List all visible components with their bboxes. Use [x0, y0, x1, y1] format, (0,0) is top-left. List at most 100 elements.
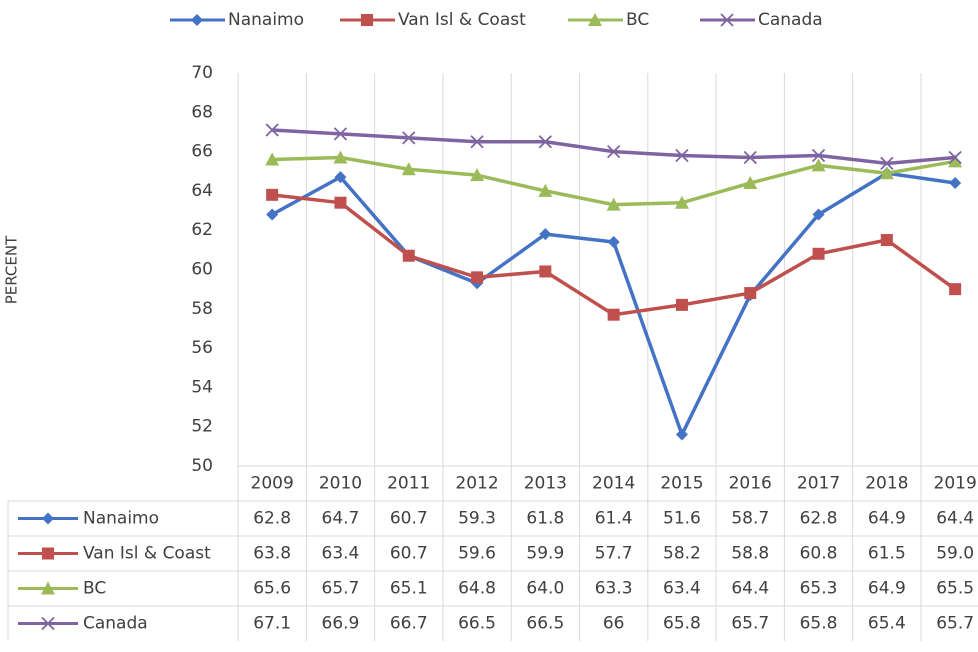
- table-value: 65.1: [390, 579, 428, 599]
- marker: [402, 249, 415, 262]
- table-value: 64.4: [731, 579, 769, 599]
- table-value: 59.6: [458, 544, 496, 564]
- table-value: 62.8: [253, 509, 291, 529]
- table-series-name: BC: [83, 579, 106, 599]
- table-series-name: Nanaimo: [83, 509, 159, 529]
- x-tick-label: 2018: [865, 474, 908, 494]
- x-tick-label: 2017: [797, 474, 840, 494]
- table-value: 65.7: [322, 579, 360, 599]
- table-value: 67.1: [253, 614, 291, 634]
- y-tick-label: 66: [191, 142, 213, 162]
- marker: [265, 152, 280, 166]
- x-tick-label: 2011: [387, 474, 430, 494]
- x-tick-label: 2012: [455, 474, 498, 494]
- marker: [538, 183, 553, 197]
- table-value: 65.4: [868, 614, 906, 634]
- table-value: 58.8: [731, 544, 769, 564]
- table-value: 64.4: [936, 509, 974, 529]
- marker: [948, 154, 963, 168]
- marker: [812, 208, 825, 221]
- table-value: 59.3: [458, 509, 496, 529]
- table-value: 64.8: [458, 579, 496, 599]
- legend-label: BC: [626, 10, 649, 30]
- marker: [607, 144, 621, 159]
- marker: [266, 208, 279, 221]
- marker: [880, 156, 894, 171]
- marker: [42, 547, 54, 560]
- table-value: 66.5: [458, 614, 496, 634]
- table-value: 64.7: [322, 509, 360, 529]
- marker: [333, 150, 348, 164]
- table-value: 63.4: [322, 544, 360, 564]
- marker: [191, 14, 203, 26]
- y-tick-label: 54: [191, 377, 213, 397]
- marker: [334, 171, 347, 184]
- legend-label: Van Isl & Coast: [398, 10, 526, 30]
- marker: [401, 162, 416, 176]
- table-value: 60.7: [390, 509, 428, 529]
- table-value: 63.3: [595, 579, 633, 599]
- marker: [265, 123, 279, 137]
- x-tick-label: 2015: [660, 474, 703, 494]
- table-value: 58.2: [663, 544, 701, 564]
- table-value: 65.6: [253, 579, 291, 599]
- table-value: 59.9: [526, 544, 564, 564]
- table-value: 64.0: [526, 579, 564, 599]
- y-tick-label: 70: [191, 63, 213, 83]
- table-value: 63.4: [663, 579, 701, 599]
- table-value: 61.5: [868, 544, 906, 564]
- marker: [675, 428, 688, 441]
- marker: [41, 581, 55, 595]
- marker: [539, 265, 552, 278]
- y-tick-label: 52: [191, 417, 213, 437]
- x-tick-label: 2019: [934, 474, 977, 494]
- marker: [588, 13, 602, 26]
- marker: [811, 148, 826, 163]
- table-value: 59.0: [936, 544, 974, 564]
- marker: [41, 616, 55, 631]
- table-value: 66.5: [526, 614, 564, 634]
- y-tick-label: 60: [191, 260, 213, 280]
- y-tick-label: 56: [191, 338, 213, 358]
- x-tick-label: 2009: [251, 474, 294, 494]
- table-value: 63.8: [253, 544, 291, 564]
- y-tick-label: 64: [191, 181, 213, 201]
- marker: [812, 247, 825, 260]
- marker: [948, 150, 962, 165]
- y-tick-label: 58: [191, 299, 213, 319]
- marker: [744, 287, 757, 300]
- marker: [743, 150, 757, 165]
- x-tick-label: 2010: [319, 474, 362, 494]
- y-tick-label: 68: [191, 102, 213, 122]
- y-axis-title: PERCENT: [3, 235, 21, 304]
- table-value: 60.8: [800, 544, 838, 564]
- marker: [607, 308, 620, 321]
- marker: [402, 131, 416, 145]
- table-value: 61.8: [526, 509, 564, 529]
- marker: [879, 166, 894, 180]
- marker: [674, 195, 689, 209]
- marker: [539, 228, 552, 241]
- table-value: 65.7: [936, 614, 974, 634]
- marker: [811, 158, 826, 172]
- table-value: 65.8: [663, 614, 701, 634]
- legend-label: Nanaimo: [228, 10, 304, 30]
- marker: [675, 148, 689, 163]
- table-value: 51.6: [663, 509, 701, 529]
- table-value: 65.7: [731, 614, 769, 634]
- table-value: 64.9: [868, 579, 906, 599]
- table-value: 65.3: [800, 579, 838, 599]
- table-value: 66.7: [390, 614, 428, 634]
- marker: [42, 512, 54, 525]
- table-value: 64.9: [868, 509, 906, 529]
- marker: [720, 13, 734, 27]
- marker: [334, 196, 347, 209]
- marker: [743, 176, 758, 190]
- table-value: 57.7: [595, 544, 633, 564]
- y-tick-label: 62: [191, 220, 213, 240]
- table-series-name: Canada: [83, 614, 148, 634]
- marker: [607, 235, 620, 248]
- table-value: 66: [603, 614, 625, 634]
- marker: [333, 127, 348, 141]
- table-series-name: Van Isl & Coast: [83, 544, 211, 564]
